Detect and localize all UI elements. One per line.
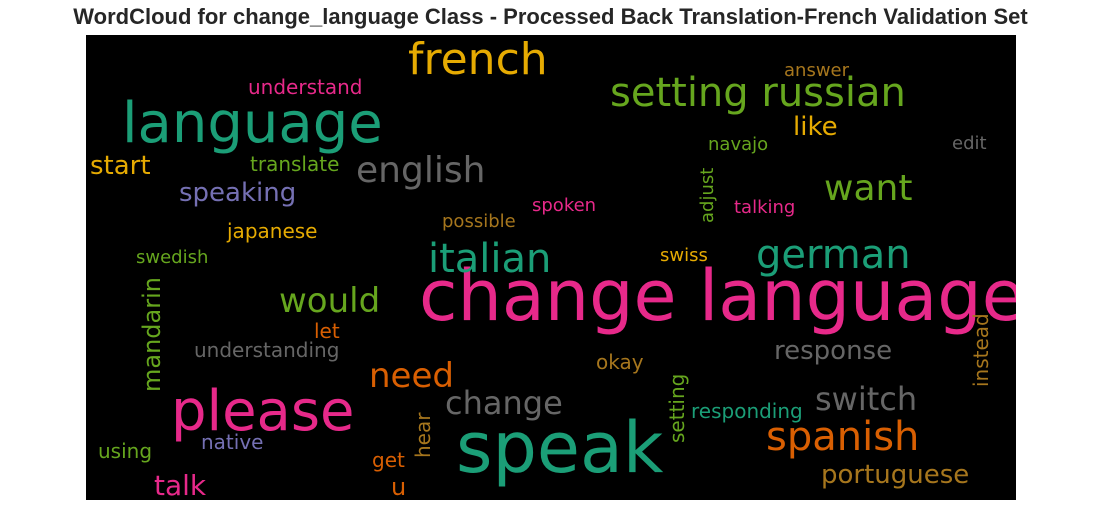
word-want: want — [824, 168, 912, 209]
word-mandarin: mandarin — [138, 277, 166, 392]
word-would: would — [279, 281, 380, 321]
chart-title: WordCloud for change_language Class - Pr… — [73, 4, 1028, 29]
word-start: start — [90, 151, 151, 181]
word-change-language: change language — [419, 255, 1016, 337]
word-speak: speak — [456, 407, 664, 489]
word-portuguese: portuguese — [821, 460, 969, 490]
wordcloud-svg: change language speak language please french… — [90, 35, 1016, 500]
word-understanding: understanding — [194, 338, 339, 362]
word-instead: instead — [969, 313, 993, 387]
word-japanese: japanese — [226, 219, 317, 243]
word-swedish: swedish — [136, 247, 208, 268]
word-using: using — [98, 439, 152, 463]
word-understand: understand — [248, 75, 362, 99]
word-english: english — [356, 150, 485, 191]
word-answer: answer — [784, 60, 850, 81]
word-okay: okay — [596, 350, 644, 374]
word-please: please — [171, 379, 355, 444]
word-adjust: adjust — [697, 168, 718, 223]
word-speaking: speaking — [179, 178, 296, 208]
word-response: response — [774, 336, 892, 366]
word-swiss: swiss — [660, 245, 708, 266]
wordcloud-canvas: change language speak language please french… — [86, 35, 1016, 500]
word-possible: possible — [442, 211, 516, 232]
word-talking: talking — [734, 197, 795, 218]
word-u: u — [391, 473, 406, 500]
word-edit: edit — [952, 133, 987, 154]
word-native: native — [201, 430, 263, 454]
word-switch: switch — [815, 380, 917, 418]
word-navajo: navajo — [708, 134, 768, 155]
word-responding: responding — [691, 399, 803, 423]
word-french: french — [408, 35, 548, 85]
word-setting-russian: setting russian — [610, 70, 906, 116]
word-get: get — [372, 448, 405, 472]
word-spoken: spoken — [532, 195, 596, 216]
word-talk: talk — [154, 469, 207, 500]
word-german: german — [756, 232, 911, 278]
word-language: language — [122, 91, 383, 156]
word-translate: translate — [250, 152, 339, 176]
word-like: like — [793, 112, 838, 142]
word-change: change — [445, 384, 563, 422]
word-let: let — [314, 319, 340, 343]
word-italian: italian — [428, 236, 551, 282]
word-setting: setting — [665, 374, 689, 443]
word-hear: hear — [411, 412, 435, 458]
word-need: need — [369, 356, 454, 396]
word-spanish: spanish — [766, 414, 919, 460]
